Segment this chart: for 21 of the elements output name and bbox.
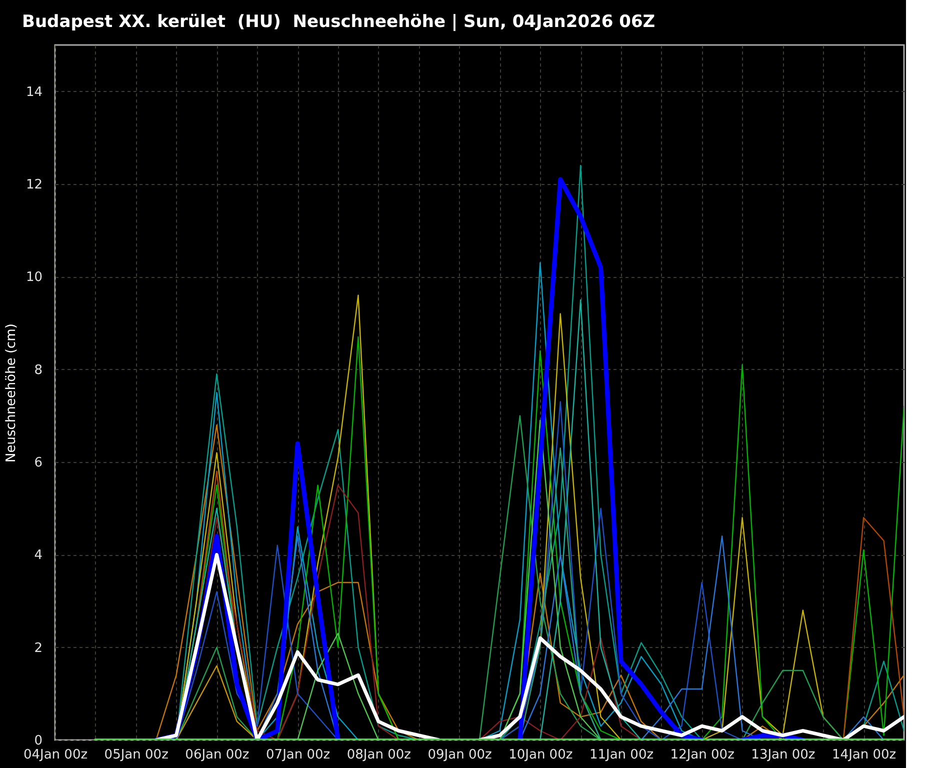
x-tick-label: 14Jan 00z (832, 748, 896, 762)
y-tick-label: 6 (34, 456, 42, 470)
x-tick-label: 11Jan 00z (589, 748, 654, 762)
x-tick-label: 10Jan 00z (508, 748, 573, 762)
x-tick-label: 04Jan 00z (23, 748, 88, 762)
x-tick-label: 13Jan 00z (751, 748, 816, 762)
y-tick-label: 14 (26, 84, 42, 100)
y-tick-label: 4 (34, 548, 42, 564)
x-tick-label: 09Jan 00z (428, 748, 492, 762)
x-tick-label: 05Jan 00z (104, 748, 169, 762)
x-tick-label: 07Jan 00z (266, 748, 330, 762)
x-tick-label: 06Jan 00z (185, 748, 250, 762)
x-tick-label: 12Jan 00z (670, 748, 735, 762)
y-axis-title: Neuschneehöhe (cm) (4, 324, 19, 462)
y-tick-label: 2 (34, 640, 42, 656)
y-tick-label: 12 (26, 178, 42, 192)
y-tick-label: 8 (34, 362, 42, 378)
y-tick-label: 10 (26, 270, 42, 286)
chart-title: Budapest XX. kerület (HU) Neuschneehöhe | Sun, 04Jan2026 06Z (22, 12, 656, 32)
y-tick-label: 0 (34, 734, 42, 748)
x-tick-label: 08Jan 00z (346, 748, 412, 762)
